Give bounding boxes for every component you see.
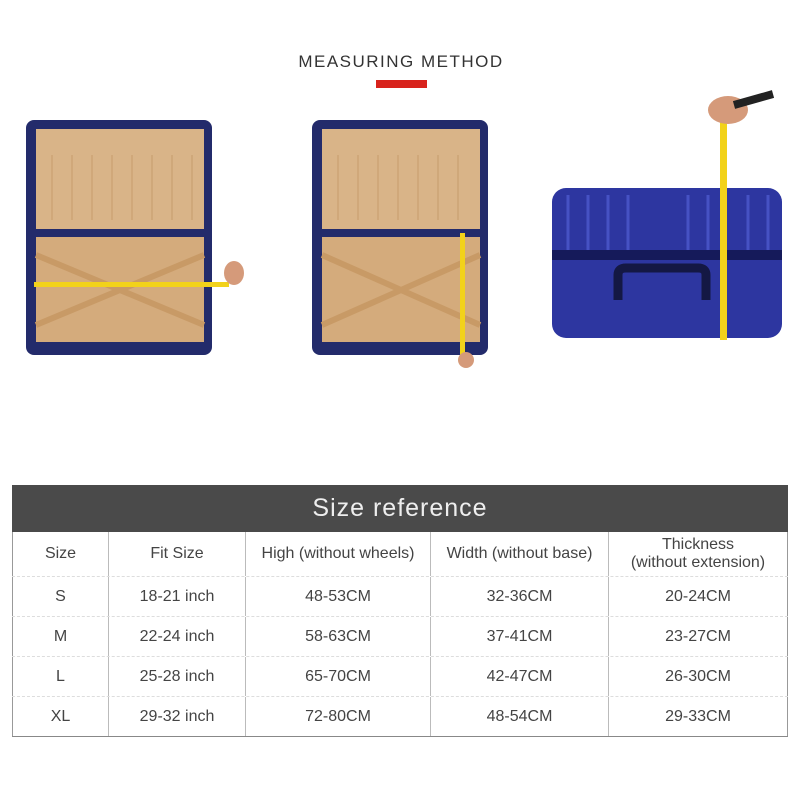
column-header: High (without wheels) <box>245 532 430 576</box>
title-underline <box>376 80 427 88</box>
table-row: M 22-24 inch 58-63CM 37-41CM 23-27CM <box>12 616 788 656</box>
cell: XL <box>12 697 108 736</box>
column-header: Fit Size <box>108 532 245 576</box>
table-header-row: Size Fit Size High (without wheels) Widt… <box>12 532 788 576</box>
cell: 29-33CM <box>608 697 788 736</box>
cell: 58-63CM <box>245 617 430 656</box>
column-header: Thickness (without extension) <box>608 532 788 576</box>
cell: 29-32 inch <box>108 697 245 736</box>
table-row: L 25-28 inch 65-70CM 42-47CM 26-30CM <box>12 656 788 696</box>
open-suitcase-height-measure-icon <box>312 120 488 368</box>
table-row: XL 29-32 inch 72-80CM 48-54CM 29-33CM <box>12 696 788 736</box>
size-reference-table: Size reference Size Fit Size High (witho… <box>12 485 788 737</box>
column-header: Width (without base) <box>430 532 608 576</box>
cell: S <box>12 577 108 616</box>
cell: 26-30CM <box>608 657 788 696</box>
cell: 18-21 inch <box>108 577 245 616</box>
table-row: S 18-21 inch 48-53CM 32-36CM 20-24CM <box>12 576 788 616</box>
column-header: Size <box>12 532 108 576</box>
table-title: Size reference <box>12 485 788 532</box>
cell: 65-70CM <box>245 657 430 696</box>
open-suitcase-width-measure-icon <box>26 120 244 355</box>
cell: 20-24CM <box>608 577 788 616</box>
cell: 37-41CM <box>430 617 608 656</box>
cell: 48-54CM <box>430 697 608 736</box>
closed-suitcase-thickness-measure-icon <box>552 90 782 340</box>
cell: 25-28 inch <box>108 657 245 696</box>
page-title: MEASURING METHOD <box>298 52 504 71</box>
cell: 72-80CM <box>245 697 430 736</box>
cell: L <box>12 657 108 696</box>
cell: 23-27CM <box>608 617 788 656</box>
cell: 22-24 inch <box>108 617 245 656</box>
cell: M <box>12 617 108 656</box>
cell: 42-47CM <box>430 657 608 696</box>
cell: 48-53CM <box>245 577 430 616</box>
cell: 32-36CM <box>430 577 608 616</box>
